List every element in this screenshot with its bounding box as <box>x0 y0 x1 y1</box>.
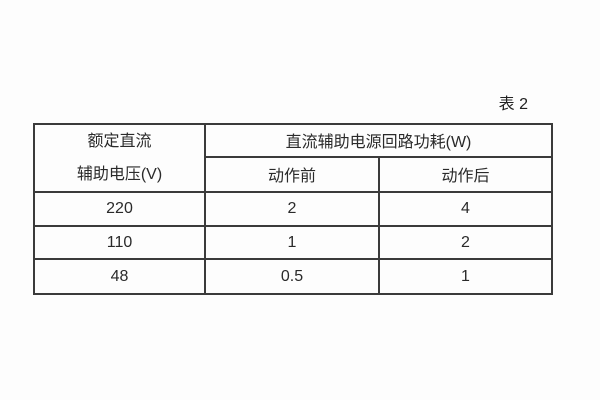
header-cell-voltage: 额定直流 辅助电压(V) <box>33 123 206 193</box>
header-cell-power-consumption: 直流辅助电源回路功耗(W) <box>203 123 554 158</box>
header-voltage-line2: 辅助电压(V) <box>76 166 163 183</box>
spec-table: 额定直流 辅助电压(V) 直流辅助电源回路功耗(W) 动作前 动作后 220 2… <box>33 123 554 295</box>
header-voltage-line1: 额定直流 <box>87 133 152 150</box>
cell-voltage: 48 <box>33 258 206 295</box>
cell-voltage: 220 <box>33 191 206 227</box>
cell-power-before: 0.5 <box>204 258 380 295</box>
cell-power-before: 2 <box>204 191 380 227</box>
table-row: 220 2 4 <box>33 191 554 227</box>
table-row: 110 1 2 <box>33 225 554 260</box>
cell-voltage: 110 <box>33 225 206 260</box>
header-cell-after-action: 动作后 <box>377 155 554 194</box>
cell-power-before: 1 <box>204 225 380 260</box>
cell-power-after: 2 <box>377 225 554 260</box>
cell-power-after: 1 <box>377 258 554 295</box>
table-row: 48 0.5 1 <box>33 258 554 295</box>
header-row-top: 额定直流 辅助电压(V) 直流辅助电源回路功耗(W) <box>33 123 554 193</box>
cell-power-after: 4 <box>377 191 554 227</box>
header-cell-before-action: 动作前 <box>204 155 380 194</box>
table-caption: 表 2 <box>498 96 528 113</box>
header-row-sub: 动作前 动作后 <box>34 155 554 194</box>
